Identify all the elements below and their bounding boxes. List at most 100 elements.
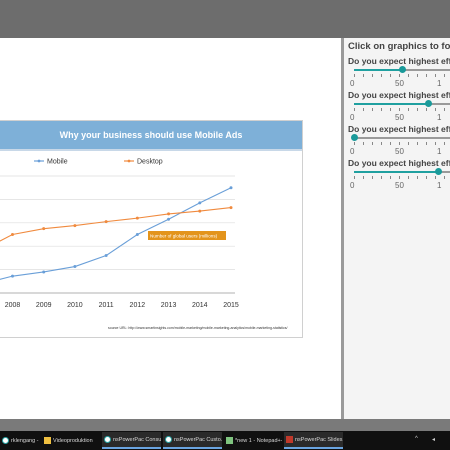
x-tick-label: 2008 (5, 302, 21, 309)
tick-mark (426, 74, 427, 77)
folder-icon (44, 437, 51, 444)
tick-mark (381, 74, 382, 77)
legend-label: Mobile (47, 159, 68, 166)
effort-slider[interactable] (354, 100, 450, 107)
tick-mark (417, 142, 418, 145)
data-point (73, 224, 77, 228)
slider-knob[interactable] (351, 134, 358, 141)
tick-mark (390, 142, 391, 145)
tick-mark (390, 108, 391, 111)
slider-tick-label: 1 (437, 79, 442, 88)
question-label: Do you expect highest effo (348, 56, 450, 66)
tick-mark (354, 142, 355, 145)
slider-ticks (354, 108, 450, 111)
taskbar-button[interactable]: nsPowerPac Slides... (284, 432, 343, 449)
taskbar-button[interactable]: nsPowerPac Consu... (102, 432, 161, 449)
data-point (167, 212, 171, 216)
taskbar-button-label: nsPowerPac Custo... (174, 436, 222, 443)
chrome-icon (165, 436, 172, 443)
slider-fill (354, 69, 402, 71)
data-point (10, 274, 14, 278)
side-panel: Click on graphics to foc Do you expect h… (344, 38, 450, 419)
question-label: Do you expect highest effo (348, 158, 450, 168)
tick-mark (363, 108, 364, 111)
taskbar-button-label: nsPowerPac Consu... (113, 436, 161, 443)
tick-mark (363, 176, 364, 179)
x-tick-label: 2009 (36, 302, 52, 309)
slider-fill (354, 103, 428, 105)
data-point (135, 216, 139, 220)
taskbar: rklengang - reKa Videoproduktion nsPowerPa… (0, 431, 450, 450)
slider-tick-label: 0 (350, 147, 355, 156)
question-label: Do you expect highest effo (348, 90, 450, 100)
line-chart[interactable]: 2008 2009 2010 2011 2012 2013 2014 2015 Mobile De… (0, 151, 302, 326)
annotation-label: Number of global users (millions) (150, 234, 218, 239)
slider-tick-label: 1 (437, 181, 442, 190)
tick-mark (426, 176, 427, 179)
taskbar-button[interactable]: Videoproduktion (42, 432, 100, 449)
tick-mark (399, 108, 400, 111)
slider-ticks (354, 74, 450, 77)
chrome-icon (104, 436, 111, 443)
data-point (229, 186, 233, 190)
tick-mark (408, 108, 409, 111)
taskbar-button-label: rklengang - reKa (11, 437, 40, 444)
taskbar-button[interactable]: nsPowerPac Custo... (163, 432, 222, 449)
tick-mark (372, 142, 373, 145)
tick-mark (363, 142, 364, 145)
slider-tick-label: 0 (350, 113, 355, 122)
slider-knob[interactable] (424, 100, 432, 107)
chrome-icon (2, 437, 9, 444)
taskbar-button[interactable]: *new 1 - Notepad++ (224, 432, 282, 449)
tick-mark (408, 74, 409, 77)
slider-ticks (354, 142, 450, 145)
tray-chevron-icon[interactable]: ^ (415, 436, 418, 442)
source-url: source URL: http://www.smartinsights.com… (108, 326, 288, 330)
tick-mark (444, 74, 445, 77)
notepad-icon (226, 437, 233, 444)
tick-mark (354, 176, 355, 179)
pane-divider[interactable] (341, 38, 344, 419)
tick-mark (426, 108, 427, 111)
tray-speaker-icon[interactable]: ◂ (432, 437, 436, 443)
effort-slider[interactable] (354, 66, 450, 73)
tick-mark (372, 108, 373, 111)
slider-knob[interactable] (399, 66, 406, 73)
slider-ticks (354, 176, 450, 179)
tick-mark (399, 142, 400, 145)
data-point (42, 227, 46, 231)
slider-tick-label: 50 (395, 113, 404, 122)
tick-mark (372, 74, 373, 77)
slider-tick-label: 0 (350, 79, 355, 88)
data-point (229, 206, 233, 210)
slider-tick-label: 50 (395, 181, 404, 190)
slider-tick-label: 1 (437, 147, 442, 156)
tick-mark (435, 74, 436, 77)
slide[interactable]: Why your business should use Mobile Ads … (0, 120, 303, 338)
tick-mark (417, 176, 418, 179)
tick-mark (435, 142, 436, 145)
side-panel-title: Click on graphics to foc (348, 41, 450, 52)
effort-slider[interactable] (354, 168, 450, 175)
slider-knob[interactable] (435, 168, 443, 175)
taskbar-button[interactable]: rklengang - reKa (0, 432, 40, 449)
slider-tick-label: 50 (395, 79, 404, 88)
taskbar-button-label: Videoproduktion (53, 437, 93, 444)
tick-mark (435, 176, 436, 179)
ppt-icon (286, 436, 293, 443)
tick-mark (390, 176, 391, 179)
tick-mark (363, 74, 364, 77)
tick-mark (444, 142, 445, 145)
tick-mark (399, 74, 400, 77)
slide-title: Why your business should use Mobile Ads (0, 121, 302, 149)
slider-tick-label: 0 (350, 181, 355, 190)
tick-mark (390, 74, 391, 77)
x-tick-label: 2014 (192, 302, 208, 309)
tick-mark (354, 108, 355, 111)
legend-marker (127, 159, 131, 163)
tick-mark (444, 108, 445, 111)
tick-mark (408, 176, 409, 179)
effort-slider[interactable] (351, 134, 450, 141)
slider-fill (354, 171, 439, 173)
x-tick-label: 2012 (130, 302, 146, 309)
